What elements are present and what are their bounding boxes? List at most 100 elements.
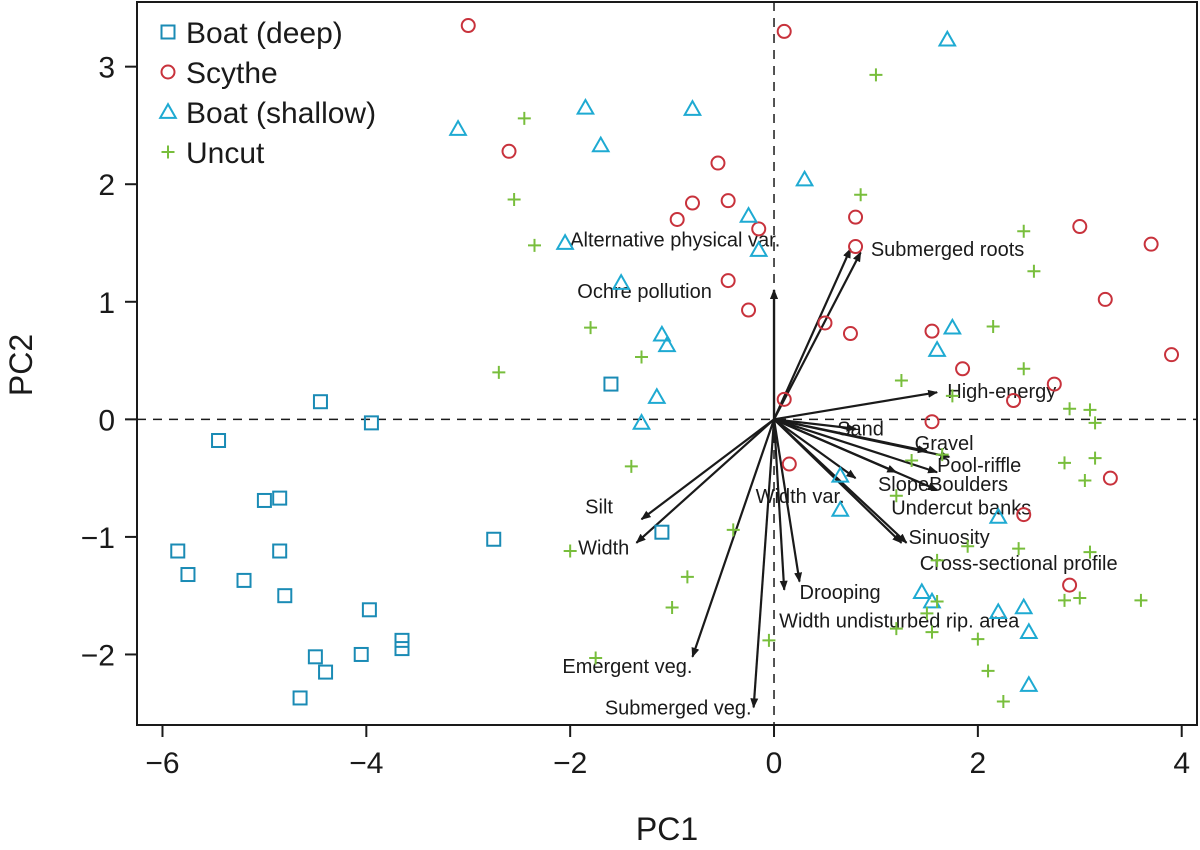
data-point: [448, 119, 468, 136]
data-point: [912, 582, 932, 600]
data-point: [1072, 219, 1088, 235]
loading-arrow: [773, 247, 852, 420]
loading-label: Sinuosity: [909, 527, 990, 549]
data-point: [945, 389, 959, 403]
data-point: [363, 415, 379, 431]
loading-label: SlopeBoulders: [878, 474, 1008, 496]
data-point: [647, 387, 667, 404]
data-point: [1134, 593, 1148, 607]
legend-label: Scythe: [186, 57, 278, 90]
legend-label: Uncut: [186, 137, 265, 170]
data-point: [720, 193, 736, 209]
data-point: [905, 453, 919, 467]
data-point: [654, 524, 670, 540]
loading-label: Alternative physical var.: [570, 229, 780, 251]
loading-arrow: [773, 418, 939, 491]
plot-frame: [136, 1, 1198, 726]
loading-label: High-energy: [947, 381, 1056, 403]
data-point: [955, 361, 971, 377]
x-tick-label: −4: [349, 747, 383, 780]
data-point: [589, 651, 603, 665]
data-point: [971, 632, 985, 646]
loading-arrow: [773, 418, 939, 474]
data-point: [591, 135, 611, 153]
data-point: [312, 394, 328, 410]
loading-label: Drooping: [800, 582, 881, 604]
data-point: [1102, 470, 1118, 486]
loading-label: Cross-sectional profile: [920, 553, 1118, 575]
data-point: [680, 570, 694, 584]
data-point: [1073, 591, 1087, 605]
data-point: [652, 324, 672, 342]
data-point: [988, 602, 1008, 619]
x-axis: −6 −4 −2 0 2 4: [145, 725, 1190, 780]
loading-arrow: [640, 418, 775, 521]
data-point: [988, 507, 1008, 524]
y-tick-label: 3: [98, 52, 115, 85]
loading-arrow: [772, 419, 788, 591]
legend-label: Boat (shallow): [186, 97, 376, 130]
data-point: [256, 492, 272, 508]
data-point: [795, 169, 815, 187]
data-point: [584, 321, 598, 335]
data-point: [749, 240, 769, 257]
data-point: [739, 206, 759, 223]
loading-label: Pool-riffle: [937, 455, 1021, 477]
x-tick-label: 2: [970, 747, 987, 780]
data-point: [927, 340, 947, 357]
data-point: [1017, 362, 1031, 376]
data-point: [776, 391, 792, 407]
data-point: [720, 273, 736, 289]
data-point: [635, 350, 649, 364]
data-point: [726, 523, 740, 537]
loading-arrow: [750, 419, 776, 709]
data-point: [211, 433, 227, 449]
x-axis-title: PC1: [636, 811, 698, 847]
data-point: [781, 456, 797, 472]
legend-marker: [160, 64, 176, 80]
data-point: [981, 664, 995, 678]
data-point: [236, 572, 252, 588]
loading-label: Width var.: [756, 486, 845, 508]
loading-label: Emergent veg.: [562, 656, 692, 678]
data-point: [1164, 347, 1180, 363]
data-point: [889, 622, 903, 636]
data-point: [611, 273, 631, 290]
zero-lines: [137, 2, 1197, 725]
data-point: [272, 543, 288, 559]
data-point: [848, 209, 864, 225]
data-point: [631, 413, 652, 430]
data-point: [669, 211, 685, 227]
data-point: [624, 459, 638, 473]
data-point: [1058, 593, 1071, 607]
data-point: [762, 633, 776, 647]
data-point: [507, 193, 521, 207]
data-point: [665, 600, 679, 614]
data-point: [1063, 402, 1077, 416]
loading-arrow: [773, 389, 939, 421]
data-point: [1097, 291, 1113, 307]
data-point: [684, 195, 700, 211]
data-point: [924, 414, 940, 430]
data-point: [1083, 545, 1097, 559]
y-tick-label: 2: [98, 169, 115, 202]
data-point: [935, 448, 949, 462]
data-point: [830, 465, 850, 483]
data-point: [563, 544, 577, 558]
data-point: [710, 155, 726, 171]
data-point: [930, 595, 944, 609]
data-point: [682, 99, 703, 116]
data-point: [869, 68, 883, 82]
legend-marker: [161, 145, 175, 159]
data-point: [555, 233, 575, 250]
x-tick-label: −6: [145, 747, 179, 780]
loading-label: Submerged veg.: [605, 697, 752, 719]
data-point: [1006, 393, 1022, 409]
y-tick-label: −1: [81, 522, 115, 555]
data-point: [307, 649, 323, 665]
data-point: [1016, 507, 1032, 523]
legend-marker: [158, 102, 178, 119]
data-point: [1014, 597, 1034, 615]
data-point: [1083, 403, 1097, 417]
data-point: [517, 111, 531, 125]
